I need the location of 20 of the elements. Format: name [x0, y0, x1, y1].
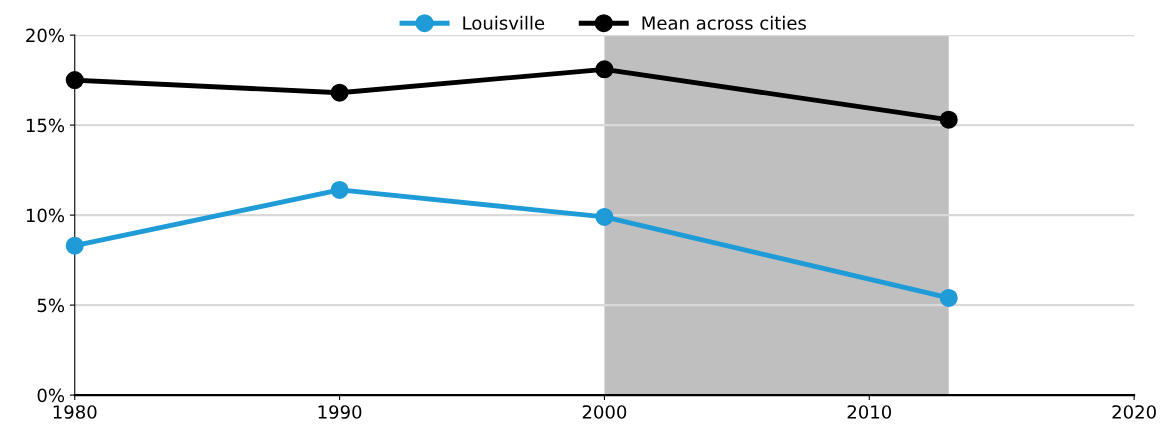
x-tick-label: 2020	[1112, 405, 1156, 419]
point	[65, 71, 84, 90]
point	[939, 288, 958, 307]
x-tick-label: 2010	[847, 405, 892, 419]
x-tick-label: 1990	[318, 405, 362, 419]
x-tick-label: 2000	[582, 405, 627, 419]
y-tick-label: 15%	[26, 118, 65, 133]
point	[595, 60, 614, 79]
y-tick-label: 5%	[37, 298, 65, 313]
point	[65, 236, 84, 255]
y-tick-label: 10%	[26, 208, 65, 223]
point	[330, 83, 349, 102]
point	[330, 180, 349, 199]
point	[595, 207, 614, 226]
legend-label: Mean across cities	[642, 15, 806, 30]
point	[939, 110, 958, 129]
legend-label: Louisville	[463, 15, 545, 30]
y-tick-label: 0%	[37, 388, 65, 403]
x-tick-label: 1980	[53, 405, 97, 419]
y-tick-label: 20%	[26, 28, 65, 43]
